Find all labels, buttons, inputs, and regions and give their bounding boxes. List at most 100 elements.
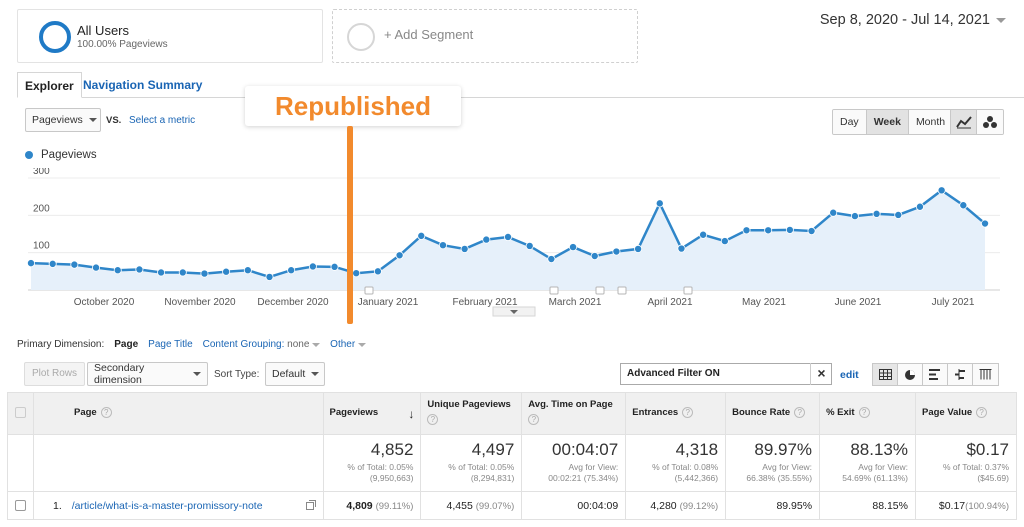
total-bounce-rate: 89.97% Avg for View: 66.38% (35.55%) [725, 434, 821, 492]
period-week-button[interactable]: Week [866, 110, 909, 134]
bar-chart-icon[interactable] [923, 364, 948, 385]
line-chart-icon[interactable] [951, 110, 977, 134]
header-entrances-label: Entrances [632, 407, 679, 418]
edit-filter-link[interactable]: edit [840, 369, 859, 381]
header-page-value-label: Page Value [921, 407, 973, 418]
annotation-marker-icon [364, 286, 374, 295]
total-value: 88.13% [850, 440, 908, 459]
metric-select[interactable]: Pageviews [25, 108, 101, 132]
help-icon[interactable]: ? [858, 407, 870, 418]
data-point [243, 266, 252, 275]
data-point [937, 186, 946, 195]
content-grouping-dropdown[interactable]: Content Grouping: none [203, 339, 321, 350]
header-bounce-rate[interactable]: Bounce Rate? [725, 392, 821, 435]
header-exit[interactable]: % Exit? [819, 392, 916, 435]
x-tick-label: February 2021 [452, 297, 517, 308]
date-range-picker[interactable]: Sep 8, 2020 - Jul 14, 2021 [820, 12, 1006, 28]
chevron-down-icon [510, 310, 518, 314]
row-index: 1. [53, 500, 62, 512]
data-point [720, 237, 729, 246]
header-page-value[interactable]: Page Value? [914, 392, 1018, 435]
total-line1: Avg for View: [858, 462, 908, 472]
chevron-down-icon [88, 118, 97, 122]
table-grid-icon[interactable] [873, 364, 898, 385]
tab-explorer[interactable]: Explorer [17, 72, 82, 98]
x-tick-label: April 2021 [647, 297, 692, 308]
data-point [308, 262, 317, 271]
data-point [634, 244, 643, 253]
header-entrances[interactable]: Entrances? [625, 392, 727, 435]
header-avg-time[interactable]: Avg. Time on Page? [521, 392, 627, 435]
data-point [26, 259, 35, 268]
header-select-all[interactable] [7, 392, 34, 435]
row-entrances-pct: (99.12%) [679, 501, 719, 512]
help-icon[interactable]: ? [794, 407, 806, 418]
total-line1: % of Total: 0.08% [652, 462, 719, 472]
segment-all-users[interactable]: All Users 100.00% Pageviews [17, 9, 323, 63]
content-grouping-label: Content Grouping: [202, 339, 285, 350]
pie-chart-icon[interactable] [898, 364, 923, 385]
close-icon[interactable]: × [810, 363, 832, 385]
row-unique-value: 4,455 [446, 500, 473, 512]
tab-navigation-summary[interactable]: Navigation Summary [83, 78, 203, 92]
x-tick-label: December 2020 [257, 297, 329, 308]
total-line2: (9,950,663) [369, 473, 414, 483]
select-metric-link[interactable]: Select a metric [129, 115, 196, 126]
motion-chart-icon[interactable] [977, 110, 1003, 134]
annotation-marker-icon [595, 286, 605, 295]
total-value: 00:04:07 [552, 440, 619, 459]
data-point [785, 225, 794, 234]
data-point [200, 269, 209, 278]
sort-type-select[interactable]: Default [265, 362, 325, 386]
add-segment-button[interactable]: + Add Segment [332, 9, 638, 63]
plot-rows-button[interactable]: Plot Rows [24, 362, 86, 386]
data-point [373, 267, 382, 276]
row-checkbox-cell [7, 491, 34, 520]
data-point [872, 209, 881, 218]
data-point [48, 259, 57, 268]
secondary-dimension-label: Secondary dimension [94, 362, 145, 386]
table-header-row: Page? Pageviews ↓ Unique Pageviews? Avg. … [7, 392, 1018, 435]
other-dimension-dropdown[interactable]: Other [330, 339, 366, 350]
header-pageviews[interactable]: Pageviews ↓ [322, 392, 422, 435]
header-avg-time-label: Avg. Time on Page [528, 399, 613, 410]
data-point [829, 208, 838, 217]
period-month-button[interactable]: Month [908, 110, 953, 134]
total-line1: % of Total: 0.05% [347, 462, 414, 472]
help-icon[interactable]: ? [976, 407, 988, 418]
dimension-page[interactable]: Page [114, 339, 139, 350]
checkbox-icon[interactable] [15, 407, 26, 418]
data-point [287, 266, 296, 275]
row-page-link[interactable]: /article/what-is-a-master-promissory-not… [71, 500, 263, 512]
header-exit-label: % Exit [826, 407, 855, 418]
content-grouping-value: none [287, 339, 310, 350]
total-line2: (8,294,831) [470, 473, 515, 483]
row-pageviews-pct: (99.11%) [375, 501, 414, 512]
x-tick-label: May 2021 [742, 297, 786, 308]
external-link-icon[interactable] [305, 500, 316, 513]
pivot-icon[interactable] [973, 364, 998, 385]
annotation-marker-icon [683, 286, 693, 295]
pageviews-chart: 100 200 300 October 2020 November 2020 Decemb… [26, 168, 1000, 317]
help-icon[interactable]: ? [682, 407, 694, 418]
header-page[interactable]: Page? [33, 392, 324, 435]
sort-type-label: Sort Type: [214, 369, 260, 380]
total-line2: 54.69% (61.13%) [842, 473, 908, 483]
header-unique-pageviews[interactable]: Unique Pageviews? [420, 392, 523, 435]
secondary-dimension-select[interactable]: Secondary dimension [87, 362, 208, 386]
total-line2: 66.38% (35.55%) [746, 473, 813, 483]
comparison-icon[interactable] [948, 364, 973, 385]
data-point [265, 272, 274, 281]
row-page-value-value: $0.17 [938, 500, 966, 512]
period-day-button[interactable]: Day [833, 110, 867, 134]
row-checkbox[interactable] [15, 500, 26, 511]
sort-descending-icon[interactable]: ↓ [408, 407, 415, 421]
x-tick-label: March 2021 [549, 297, 602, 308]
help-icon[interactable]: ? [528, 414, 540, 425]
data-point [894, 210, 903, 219]
dimension-page-title[interactable]: Page Title [148, 339, 193, 350]
advanced-filter-field[interactable]: Advanced Filter ON [620, 363, 832, 385]
data-point [699, 230, 708, 239]
help-icon[interactable]: ? [100, 407, 112, 418]
help-icon[interactable]: ? [427, 414, 439, 425]
